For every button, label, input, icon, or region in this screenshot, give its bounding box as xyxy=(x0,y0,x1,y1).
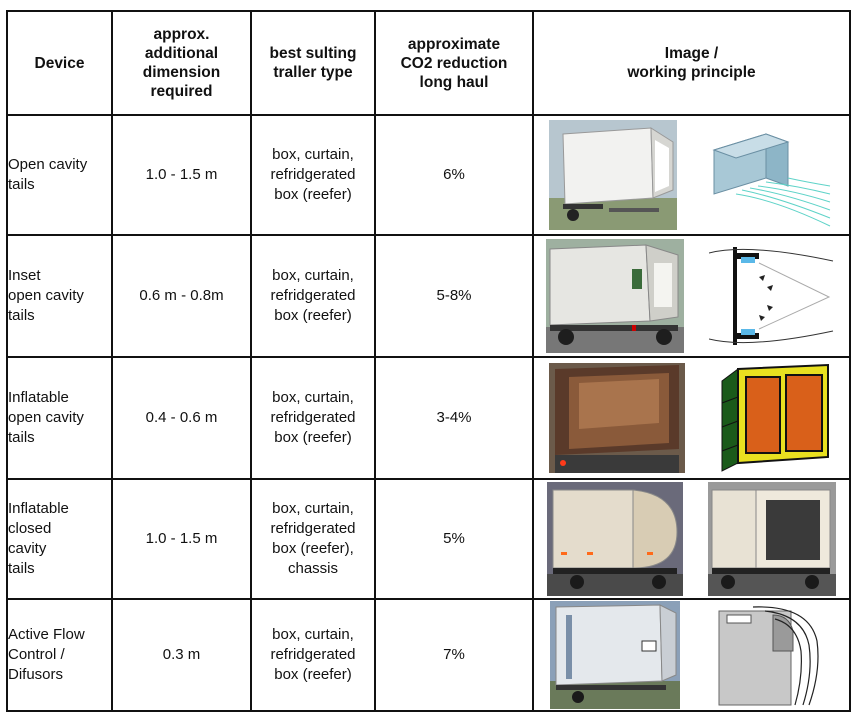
cell-images xyxy=(532,114,851,236)
header-dimension: approx. additional dimension required xyxy=(111,10,252,116)
inset-cavity-flow-diagram xyxy=(708,239,837,353)
cell-dimension: 0.3 m xyxy=(111,598,252,712)
cell-images xyxy=(532,598,851,712)
header-device: Device xyxy=(6,10,113,116)
cell-dimension: 1.0 - 1.5 m xyxy=(111,114,252,236)
trailer-active-flow-photo xyxy=(550,601,681,709)
cell-dimension: 1.0 - 1.5 m xyxy=(111,478,252,600)
cell-co2-reduction: 6% xyxy=(374,114,534,236)
header-trailer-type: best sulting traller type xyxy=(250,10,376,116)
cell-images xyxy=(532,234,851,358)
cell-images xyxy=(532,478,851,600)
cell-device: Open cavity tails xyxy=(6,114,113,236)
inflatable-frame-render xyxy=(715,363,834,473)
cell-co2-reduction: 5% xyxy=(374,478,534,600)
cell-device: Inflatable open cavity tails xyxy=(6,356,113,480)
cell-co2-reduction: 3-4% xyxy=(374,356,534,480)
cavity-flow-simulation-diagram xyxy=(706,120,835,230)
cell-co2-reduction: 7% xyxy=(374,598,534,712)
table-row: Inflatable closed cavity tails 1.0 - 1.5… xyxy=(6,478,851,600)
cell-trailer-type: box, curtain, refridgerated box (reefer) xyxy=(250,234,376,358)
cell-dimension: 0.6 m - 0.8m xyxy=(111,234,252,358)
table-row: Inset open cavity tails 0.6 m - 0.8m box… xyxy=(6,234,851,358)
header-image: Image / working principle xyxy=(532,10,851,116)
trailer-open-cavity-photo xyxy=(548,120,677,230)
header-row: Device approx. additional dimension requ… xyxy=(6,10,851,116)
active-flow-diagram xyxy=(712,601,833,709)
table-row: Active Flow Control / Difusors 0.3 m box… xyxy=(6,598,851,712)
cell-trailer-type: box, curtain, refridgerated box (reefer) xyxy=(250,598,376,712)
cell-dimension: 0.4 - 0.6 m xyxy=(111,356,252,480)
cell-device: Inset open cavity tails xyxy=(6,234,113,358)
cell-trailer-type: box, curtain, refridgerated box (reefer) xyxy=(250,114,376,236)
cell-device: Inflatable closed cavity tails xyxy=(6,478,113,600)
cell-device: Active Flow Control / Difusors xyxy=(6,598,113,712)
cell-images xyxy=(532,356,851,480)
table-row: Open cavity tails 1.0 - 1.5 m box, curta… xyxy=(6,114,851,236)
trailer-inflatable-open-photo xyxy=(549,363,686,473)
table-row: Inflatable open cavity tails 0.4 - 0.6 m… xyxy=(6,356,851,480)
cell-trailer-type: box, curtain, refridgerated box (reefer)… xyxy=(250,478,376,600)
cell-co2-reduction: 5-8% xyxy=(374,234,534,358)
device-comparison-table: Device approx. additional dimension requ… xyxy=(6,10,851,712)
header-co2-reduction: approximate CO2 reduction long haul xyxy=(374,10,534,116)
trailer-inset-cavity-photo xyxy=(546,239,685,353)
trailer-inflatable-closed-open-photo xyxy=(708,482,837,596)
trailer-inflatable-closed-photo xyxy=(546,482,683,596)
cell-trailer-type: box, curtain, refridgerated box (reefer) xyxy=(250,356,376,480)
